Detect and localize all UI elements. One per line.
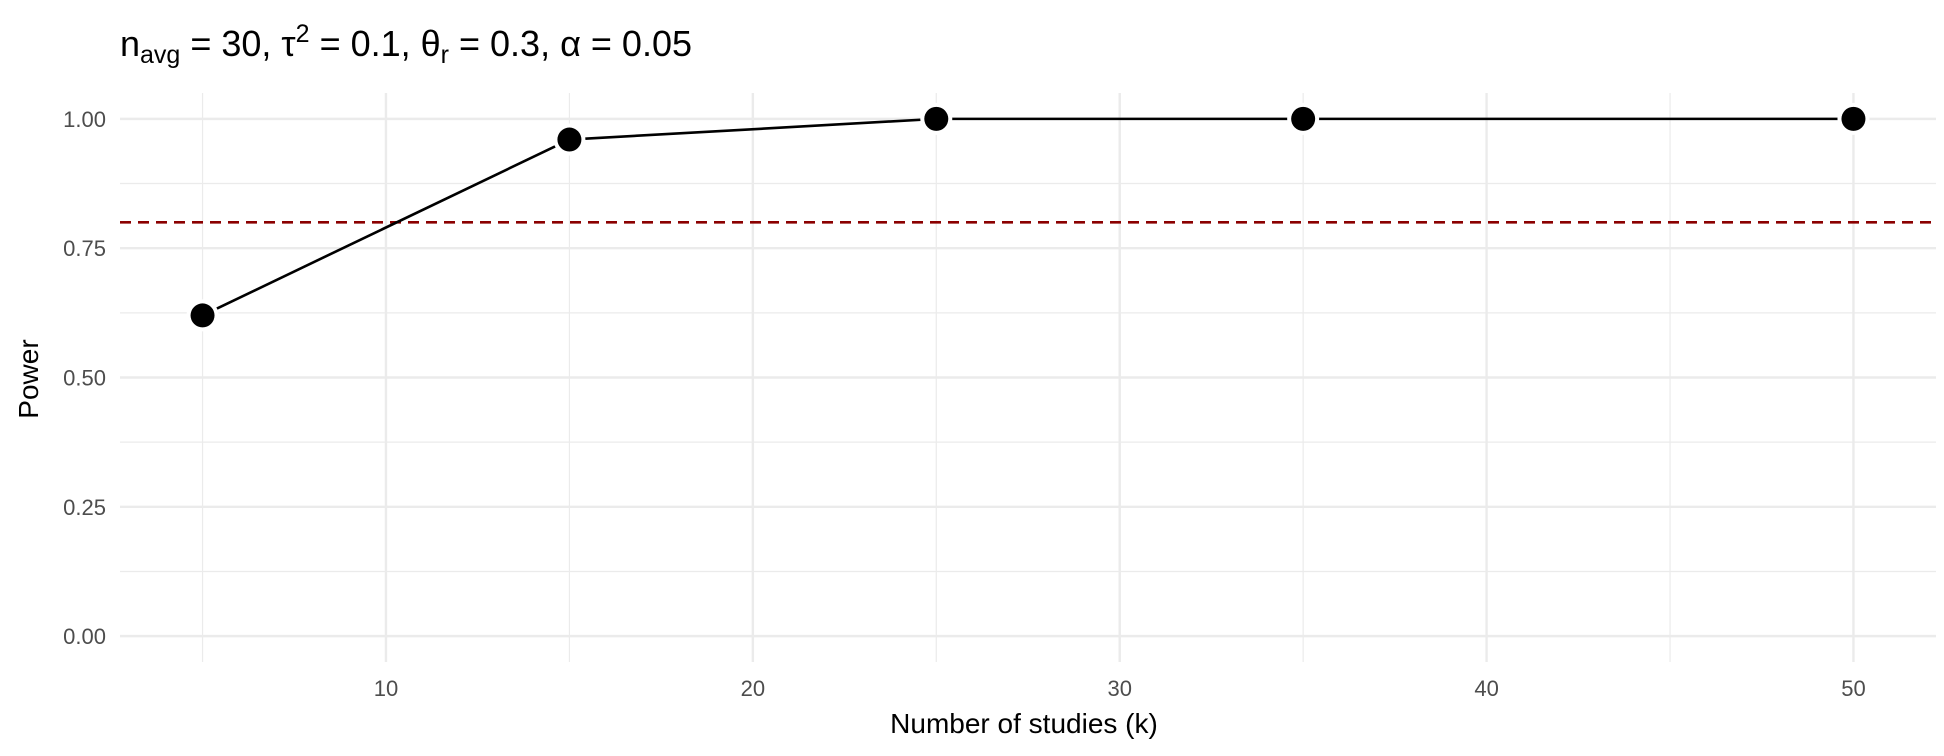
y-tick-label: 0.00: [63, 624, 106, 649]
y-axis-title: Power: [13, 339, 44, 418]
x-tick-label: 20: [741, 676, 765, 701]
x-tick-label: 40: [1474, 676, 1498, 701]
x-tick-label: 10: [374, 676, 398, 701]
chart-title-part: = 30,: [180, 23, 281, 64]
y-tick-label: 0.75: [63, 236, 106, 261]
data-point: [557, 127, 582, 152]
data-point: [1841, 106, 1866, 131]
y-axis-tick-labels: 0.00 0.25 0.50 0.75 1.00: [63, 107, 106, 649]
y-tick-label: 0.50: [63, 366, 106, 391]
chart-title-part: r: [441, 41, 449, 69]
y-tick-label: 0.25: [63, 495, 106, 520]
chart-title-part: = 0.3,: [449, 23, 560, 64]
chart-title-part: τ: [281, 23, 295, 64]
series-layer: [186, 102, 1870, 332]
data-point: [1291, 106, 1316, 131]
chart-title-part: 2: [296, 20, 310, 48]
chart-title: navg = 30, τ2 = 0.1, θr = 0.3, α = 0.05: [120, 20, 692, 69]
series-line-segment: [201, 138, 570, 317]
x-tick-label: 50: [1841, 676, 1865, 701]
chart-title-part: n: [120, 23, 140, 64]
x-axis-title: Number of studies (k): [890, 708, 1158, 739]
chart-title-part: avg: [140, 41, 180, 69]
chart-title-part: = 0.1,: [310, 23, 421, 64]
x-tick-label: 30: [1107, 676, 1131, 701]
x-axis-tick-labels: 10 20 30 40 50: [374, 676, 1866, 701]
data-point: [190, 303, 215, 328]
series-line-segment: [569, 117, 937, 141]
data-point: [924, 106, 949, 131]
chart-title-part: θ: [421, 23, 441, 64]
chart-title-part: α = 0.05: [560, 23, 692, 64]
y-tick-label: 1.00: [63, 107, 106, 132]
